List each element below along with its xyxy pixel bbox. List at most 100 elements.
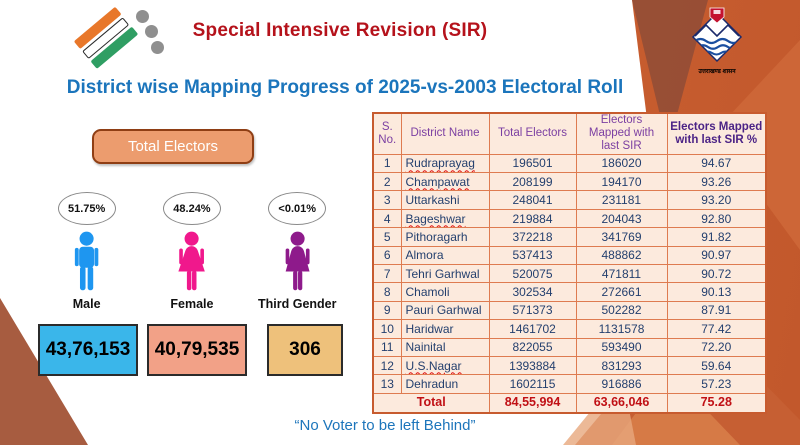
mapped-cell: 186020 bbox=[575, 153, 668, 174]
stat-male: 51.75% Male bbox=[34, 192, 139, 311]
total-electors-cell: 302534 bbox=[488, 282, 577, 302]
col-total-electors: Total Electors bbox=[488, 112, 577, 155]
pct-cell: 90.97 bbox=[666, 245, 767, 266]
table-row: 13 Dehradun 1602115 916886 57.23 bbox=[372, 374, 767, 394]
district-cell: Dehradun bbox=[400, 374, 490, 394]
total-electors-cell: 248041 bbox=[488, 190, 577, 210]
third-gender-label: Third Gender bbox=[258, 297, 337, 311]
pct-cell: 93.20 bbox=[666, 190, 767, 210]
sno-cell: 12 bbox=[372, 355, 402, 376]
pct-cell: 87.91 bbox=[666, 300, 767, 321]
district-cell: U.S.Nagar bbox=[400, 355, 490, 376]
sno-cell: 6 bbox=[372, 245, 402, 266]
table-row: 9 Pauri Garhwal 571373 502282 87.91 bbox=[372, 300, 767, 321]
mapped-cell: 916886 bbox=[575, 374, 668, 394]
pct-cell: 94.67 bbox=[666, 153, 767, 174]
district-cell: Pauri Garhwal bbox=[400, 300, 490, 321]
sno-cell: 2 bbox=[372, 172, 402, 192]
male-percent-badge: 51.75% bbox=[57, 192, 116, 225]
sno-cell: 4 bbox=[372, 208, 402, 229]
female-label: Female bbox=[170, 297, 214, 311]
table-total-row: Total 84,55,994 63,66,046 75.28 bbox=[372, 392, 767, 414]
pct-cell: 59.64 bbox=[666, 355, 767, 376]
pct-cell: 72.20 bbox=[666, 337, 767, 357]
table-row: 10 Haridwar 1461702 1131578 77.42 bbox=[372, 319, 767, 339]
col-mapped: Electors Mapped with last SIR bbox=[575, 112, 668, 155]
male-count-box: 43,76,153 bbox=[38, 324, 138, 376]
electors-stats: 51.75% Male 48.24% bbox=[34, 192, 350, 311]
total-electors-cell: 1393884 bbox=[488, 355, 577, 376]
third-gender-percent-badge: <0.01% bbox=[268, 192, 327, 225]
table-row: 8 Chamoli 302534 272661 90.13 bbox=[372, 282, 767, 302]
district-cell: Uttarkashi bbox=[400, 190, 490, 210]
table-row: 11 Nainital 822055 593490 72.20 bbox=[372, 337, 767, 357]
total-electors-cell: 372218 bbox=[488, 227, 577, 247]
mapped-cell: 231181 bbox=[575, 190, 668, 210]
pct-cell: 92.80 bbox=[666, 208, 767, 229]
table-row: 6 Almora 537413 488862 90.97 bbox=[372, 245, 767, 266]
district-cell: Haridwar bbox=[400, 319, 490, 339]
table-row: 3 Uttarkashi 248041 231181 93.20 bbox=[372, 190, 767, 210]
male-label: Male bbox=[72, 297, 101, 311]
sno-cell: 9 bbox=[372, 300, 402, 321]
total-electors-heading: Total Electors bbox=[92, 129, 254, 164]
district-cell: Nainital bbox=[400, 337, 490, 357]
third-gender-count-box: 306 bbox=[267, 324, 343, 376]
stat-third-gender: <0.01% Third Gender bbox=[245, 192, 350, 311]
slide-subtitle: District wise Mapping Progress of 2025-v… bbox=[66, 77, 624, 98]
col-mapped-pct: Electors Mapped with last SIR % bbox=[666, 112, 767, 155]
col-district: District Name bbox=[400, 112, 490, 155]
total-mapped-sum: 63,66,046 bbox=[575, 392, 668, 414]
total-electors-cell: 571373 bbox=[488, 300, 577, 321]
sno-cell: 5 bbox=[372, 227, 402, 247]
eci-logo-dot-icon bbox=[145, 25, 158, 38]
district-cell: Tehri Garhwal bbox=[400, 263, 490, 284]
total-electors-cell: 219884 bbox=[488, 208, 577, 229]
district-mapping-table: S. No. District Name Total Electors Elec… bbox=[372, 112, 767, 414]
mapped-cell: 831293 bbox=[575, 355, 668, 376]
pct-cell: 90.72 bbox=[666, 263, 767, 284]
sno-cell: 8 bbox=[372, 282, 402, 302]
table-row: 7 Tehri Garhwal 520075 471811 90.72 bbox=[372, 263, 767, 284]
total-electors-cell: 1602115 bbox=[488, 374, 577, 394]
total-electors-cell: 537413 bbox=[488, 245, 577, 266]
eci-logo bbox=[73, 6, 166, 76]
sno-cell: 7 bbox=[372, 263, 402, 284]
page-title: Special Intensive Revision (SIR) bbox=[192, 20, 488, 41]
stat-female: 48.24% Female bbox=[139, 192, 244, 311]
table-row: 12 U.S.Nagar 1393884 831293 59.64 bbox=[372, 355, 767, 376]
total-electors-cell: 196501 bbox=[488, 153, 577, 174]
third-gender-figure-icon bbox=[285, 231, 310, 291]
col-sno: S. No. bbox=[372, 112, 402, 155]
mapped-cell: 488862 bbox=[575, 245, 668, 266]
sno-cell: 11 bbox=[372, 337, 402, 357]
district-cell: Rudraprayag bbox=[400, 153, 490, 174]
sno-cell: 10 bbox=[372, 319, 402, 339]
male-figure-icon bbox=[74, 231, 99, 291]
female-percent-badge: 48.24% bbox=[162, 192, 221, 225]
female-figure-icon bbox=[178, 231, 206, 291]
pct-cell: 77.42 bbox=[666, 319, 767, 339]
mapped-cell: 272661 bbox=[575, 282, 668, 302]
uttarakhand-emblem-text: उत्तराखण्ड शासन bbox=[697, 69, 736, 75]
mapped-cell: 593490 bbox=[575, 337, 668, 357]
eci-logo-dot-icon bbox=[151, 41, 164, 54]
sno-cell: 3 bbox=[372, 190, 402, 210]
table-row: 4 Bageshwar 219884 204043 92.80 bbox=[372, 208, 767, 229]
female-count-box: 40,79,535 bbox=[147, 324, 247, 376]
total-electors-cell: 1461702 bbox=[488, 319, 577, 339]
total-electors-cell: 822055 bbox=[488, 337, 577, 357]
eci-logo-dot-icon bbox=[136, 10, 149, 23]
table-row: 5 Pithoragarh 372218 341769 91.82 bbox=[372, 227, 767, 247]
table-row: 2 Champawat 208199 194170 93.26 bbox=[372, 172, 767, 192]
total-electors-cell: 208199 bbox=[488, 172, 577, 192]
mapped-cell: 204043 bbox=[575, 208, 668, 229]
sno-cell: 1 bbox=[372, 153, 402, 174]
district-cell: Pithoragarh bbox=[400, 227, 490, 247]
mapped-cell: 194170 bbox=[575, 172, 668, 192]
uttarakhand-emblem-icon: उत्तराखण्ड शासन bbox=[686, 5, 748, 85]
pct-cell: 57.23 bbox=[666, 374, 767, 394]
pct-cell: 90.13 bbox=[666, 282, 767, 302]
table-header-row: S. No. District Name Total Electors Elec… bbox=[372, 112, 767, 155]
pct-cell: 93.26 bbox=[666, 172, 767, 192]
